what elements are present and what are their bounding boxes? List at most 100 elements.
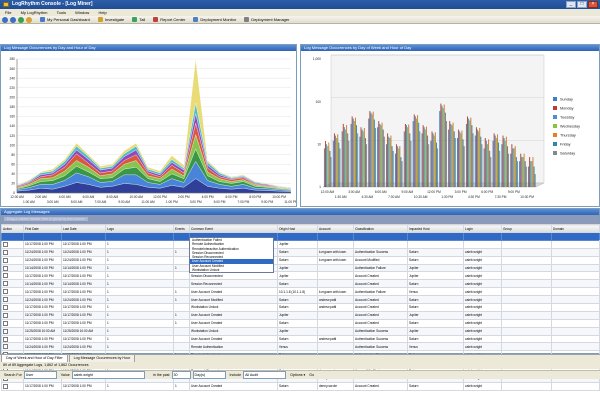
deployment-monitor-button[interactable]: Deployment Monitor	[193, 17, 236, 22]
deployment-manager-button[interactable]: Deployment Manager	[244, 17, 289, 22]
filter-cell[interactable]	[23, 232, 62, 241]
minimize-button[interactable]: _	[566, 1, 576, 8]
filter-cell[interactable]	[173, 232, 190, 241]
action-cell[interactable]	[1, 381, 24, 391]
filter-cell[interactable]	[277, 232, 318, 241]
dropdown-option[interactable]: Session Reconnected	[192, 255, 224, 260]
row-checkbox[interactable]	[3, 328, 8, 334]
column-header[interactable]: Logs	[105, 224, 174, 233]
common-event-dropdown[interactable]: Authentication Failed Remote Authenticati…	[189, 237, 274, 274]
maximize-button[interactable]: □	[577, 1, 587, 8]
column-header[interactable]: Login	[463, 224, 502, 233]
row-checkbox[interactable]	[3, 297, 8, 303]
dropdown-option[interactable]: Authentication Failed	[192, 238, 222, 242]
personal-dashboard-button[interactable]: My Personal Dashboard	[40, 17, 90, 22]
filter-row[interactable]	[1, 232, 600, 241]
row-checkbox[interactable]	[3, 320, 8, 326]
filter-cell[interactable]	[61, 232, 106, 241]
filter-cell[interactable]	[501, 232, 552, 241]
value-input[interactable]: caleb.wright	[71, 371, 145, 379]
row-checkbox[interactable]	[3, 289, 8, 295]
action-cell[interactable]	[1, 342, 24, 352]
filter-cell[interactable]	[407, 232, 464, 241]
investigate-button[interactable]: Investigate	[97, 17, 124, 22]
include-select[interactable]: All Audit	[243, 371, 287, 379]
menu-window[interactable]: Window	[75, 10, 90, 15]
action-cell[interactable]	[1, 326, 24, 336]
filter-cell[interactable]	[105, 232, 174, 241]
table-row[interactable]: 11/17/2008 1:00 PM 11/17/2008 1:00 PM 1 Ses…	[1, 271, 600, 281]
column-header[interactable]: First Date	[23, 224, 62, 233]
action-cell[interactable]	[1, 271, 24, 281]
row-checkbox[interactable]	[3, 249, 8, 255]
home-icon[interactable]	[26, 16, 32, 23]
filter-cell[interactable]	[1, 232, 24, 241]
action-cell[interactable]	[1, 287, 24, 297]
action-cell[interactable]	[1, 334, 24, 344]
table-row[interactable]: 11/25/2008 10:00 AM 11/25/2008 10:00 AM 1 W…	[1, 326, 600, 336]
in-past-input[interactable]: 30	[171, 371, 191, 379]
action-cell[interactable]	[1, 239, 24, 249]
dropdown-option[interactable]: RemoteInteractive Authentication	[192, 246, 239, 251]
close-button[interactable]: ×	[588, 1, 598, 8]
dropdown-option[interactable]: User Account Created	[190, 259, 273, 264]
action-cell[interactable]	[1, 263, 24, 273]
filter-cell[interactable]	[551, 232, 600, 241]
column-header[interactable]: Impacted Host	[407, 224, 464, 233]
group-by-area[interactable]: Drag a column header here to group by th…	[1, 215, 599, 224]
search-field-select[interactable]: User	[23, 371, 57, 379]
row-checkbox[interactable]	[3, 312, 8, 318]
row-checkbox[interactable]	[3, 344, 8, 350]
column-header[interactable]: Account	[317, 224, 354, 233]
dropdown-option[interactable]: Session Disconnected	[192, 250, 224, 255]
column-header[interactable]: Common Event	[189, 224, 278, 233]
column-header[interactable]: Action	[1, 224, 24, 233]
column-header[interactable]: Group	[501, 224, 552, 233]
table-row[interactable]: 11/17/2008 1:00 PM 11/17/2008 1:00 PM 1 Wor…	[1, 303, 600, 312]
column-header[interactable]: Domain	[551, 224, 600, 233]
row-checkbox[interactable]	[3, 257, 8, 263]
action-cell[interactable]	[1, 247, 24, 257]
row-checkbox[interactable]	[3, 336, 8, 342]
menu-file[interactable]: File	[5, 10, 12, 15]
action-cell[interactable]	[1, 310, 24, 320]
row-checkbox[interactable]	[3, 281, 8, 287]
menu-help[interactable]: Help	[98, 10, 107, 15]
column-header[interactable]: Last Date	[61, 224, 106, 233]
back-icon[interactable]	[2, 16, 8, 23]
menu-my-logrhythm[interactable]: My LogRhythm	[20, 10, 48, 15]
row-checkbox[interactable]	[3, 304, 8, 310]
refresh-icon[interactable]	[18, 16, 24, 23]
column-header[interactable]: Origin Host	[277, 224, 318, 233]
table-row[interactable]: 11/24/2008 1:00 PM 11/24/2008 1:00 PM 1 1 Us…	[1, 295, 600, 305]
report-center-button[interactable]: Report Center	[153, 17, 185, 22]
row-checkbox[interactable]	[3, 383, 8, 389]
table-row[interactable]: 11/17/2008 1:00 PM 11/17/2008 1:00 PM 1 Use…	[1, 334, 600, 344]
action-cell[interactable]	[1, 303, 24, 312]
row-checkbox[interactable]	[3, 241, 8, 247]
action-cell[interactable]	[1, 295, 24, 305]
table-row[interactable]: 11/14/2008 1:00 PM 11/14/2008 1:00 PM 1 Ses…	[1, 279, 600, 289]
row-checkbox[interactable]	[3, 265, 8, 271]
filter-cell[interactable]	[353, 232, 408, 241]
column-header[interactable]: Classification	[353, 224, 408, 233]
row-checkbox[interactable]	[3, 273, 8, 279]
go-button[interactable]: Go	[309, 373, 315, 377]
period-select[interactable]: Day(s)	[192, 371, 226, 379]
dropdown-option[interactable]: Remote Authentication	[192, 242, 225, 247]
tail-button[interactable]: Tail	[132, 17, 145, 22]
dropdown-option[interactable]: Workstation Unlock	[192, 268, 220, 273]
action-cell[interactable]	[1, 255, 24, 265]
dropdown-option[interactable]: User Account Modified	[192, 263, 224, 268]
forward-icon[interactable]	[10, 16, 16, 23]
menu-tools[interactable]: Tools	[56, 10, 66, 15]
options-button[interactable]: Options ▾	[290, 373, 306, 377]
filter-cell[interactable]	[463, 232, 502, 241]
